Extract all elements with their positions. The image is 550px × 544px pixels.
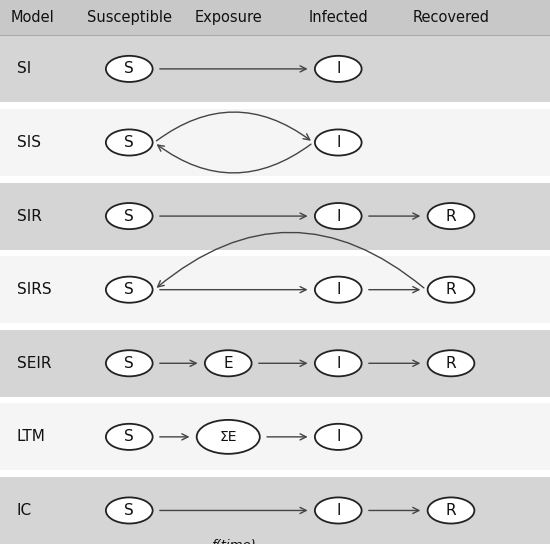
Ellipse shape xyxy=(315,56,362,82)
Text: R: R xyxy=(446,356,456,371)
Text: I: I xyxy=(336,61,340,76)
FancyArrowPatch shape xyxy=(158,232,424,288)
Bar xyxy=(0,176,550,183)
Text: SIS: SIS xyxy=(16,135,41,150)
Bar xyxy=(0,397,550,403)
Text: I: I xyxy=(336,429,340,444)
Ellipse shape xyxy=(315,203,362,229)
Ellipse shape xyxy=(205,350,252,376)
Ellipse shape xyxy=(428,276,474,302)
Bar xyxy=(0,403,550,471)
Text: S: S xyxy=(124,356,134,371)
Ellipse shape xyxy=(315,276,362,302)
Text: S: S xyxy=(124,135,134,150)
Ellipse shape xyxy=(197,420,260,454)
Text: SIR: SIR xyxy=(16,208,41,224)
Text: Recovered: Recovered xyxy=(412,10,490,25)
Text: S: S xyxy=(124,503,134,518)
Text: IC: IC xyxy=(16,503,32,518)
Bar xyxy=(0,471,550,477)
Text: Infected: Infected xyxy=(309,10,368,25)
Text: I: I xyxy=(336,282,340,297)
Text: Model: Model xyxy=(11,10,55,25)
Text: S: S xyxy=(124,282,134,297)
Ellipse shape xyxy=(428,203,474,229)
Text: R: R xyxy=(446,282,456,297)
Ellipse shape xyxy=(428,350,474,376)
Text: Exposure: Exposure xyxy=(194,10,262,25)
Text: LTM: LTM xyxy=(16,429,45,444)
Text: ΣE: ΣE xyxy=(219,430,237,444)
Ellipse shape xyxy=(106,350,153,376)
Ellipse shape xyxy=(106,129,153,156)
FancyArrowPatch shape xyxy=(157,112,310,141)
Bar xyxy=(0,35,550,102)
Bar xyxy=(0,183,550,250)
Ellipse shape xyxy=(106,203,153,229)
Bar xyxy=(0,477,550,544)
Bar xyxy=(0,250,550,256)
Text: I: I xyxy=(336,356,340,371)
Text: S: S xyxy=(124,208,134,224)
Text: I: I xyxy=(336,208,340,224)
FancyArrowPatch shape xyxy=(158,144,311,173)
Bar xyxy=(0,109,550,176)
Ellipse shape xyxy=(315,129,362,156)
Ellipse shape xyxy=(106,424,153,450)
Text: I: I xyxy=(336,135,340,150)
Text: S: S xyxy=(124,61,134,76)
Text: SIRS: SIRS xyxy=(16,282,51,297)
Ellipse shape xyxy=(106,276,153,302)
Bar xyxy=(0,0,550,35)
Ellipse shape xyxy=(106,497,153,523)
Bar xyxy=(0,256,550,323)
Bar xyxy=(0,323,550,330)
Text: f(time): f(time) xyxy=(211,539,256,544)
Text: SEIR: SEIR xyxy=(16,356,51,371)
Text: E: E xyxy=(223,356,233,371)
Ellipse shape xyxy=(428,497,474,523)
Bar xyxy=(0,102,550,109)
Ellipse shape xyxy=(315,350,362,376)
Ellipse shape xyxy=(106,56,153,82)
Text: I: I xyxy=(336,503,340,518)
Text: R: R xyxy=(446,503,456,518)
Text: S: S xyxy=(124,429,134,444)
Text: Susceptible: Susceptible xyxy=(87,10,172,25)
Ellipse shape xyxy=(315,497,362,523)
Text: SI: SI xyxy=(16,61,31,76)
Bar xyxy=(0,330,550,397)
Text: R: R xyxy=(446,208,456,224)
Ellipse shape xyxy=(315,424,362,450)
